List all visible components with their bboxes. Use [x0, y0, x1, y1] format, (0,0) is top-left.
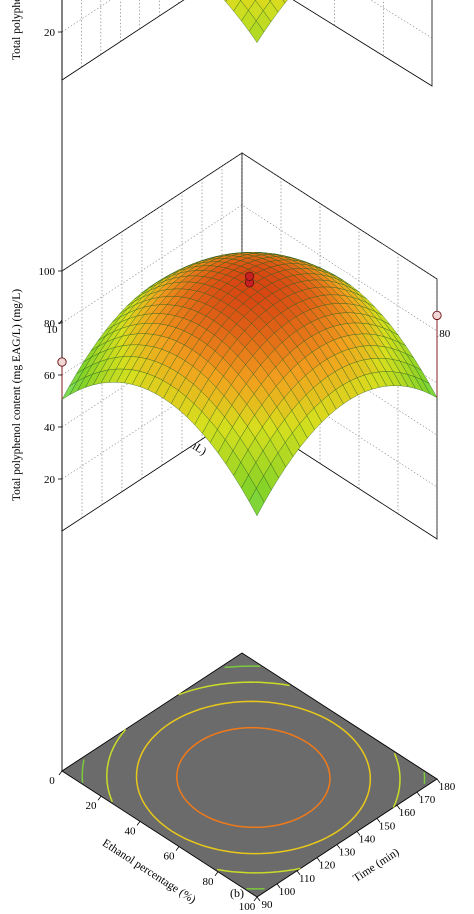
z-axis-title: Total polyphenol content (mg EAG/L) (mg/…: [11, 289, 23, 501]
x-tick: [336, 844, 341, 849]
x-tick-label: 180: [439, 781, 456, 793]
design-points-above: [244, 271, 255, 288]
x-tick-label: 90: [262, 899, 274, 911]
contour-line: [135, 700, 372, 855]
x-tick: [316, 857, 321, 862]
right-back-wall: [292, 0, 433, 87]
x-tick-label: 130: [339, 847, 356, 859]
surface-cell: [249, 487, 265, 517]
panel-b: 2040608010090100110120130140150160170180…: [11, 152, 456, 913]
y-tick: [58, 770, 63, 776]
z-axis-title: Total polyphenol content (mg EAG/L) (mg/…: [11, 0, 23, 60]
contour-line: [176, 726, 331, 829]
x-tick: [296, 870, 301, 876]
design-point: [57, 357, 67, 367]
x-axis-title: Time (min): [351, 846, 401, 885]
z-tick-label: 20: [44, 474, 56, 486]
z-tick-label: 60: [44, 370, 56, 382]
x-tick: [436, 778, 441, 784]
contour-line: [106, 681, 401, 874]
x-tick: [356, 831, 361, 836]
panel-label: (b): [230, 886, 244, 900]
y-tick: [136, 821, 141, 826]
y-tick-label: 80: [203, 876, 215, 888]
y-tick-label: 0: [49, 775, 55, 787]
x-tick: [256, 896, 261, 902]
response-surface: [61, 252, 438, 517]
x-tick-label: 160: [399, 807, 416, 819]
x-tick: [396, 804, 401, 810]
surface-cell: [223, 0, 228, 3]
z-tick-label: 40: [44, 422, 56, 434]
z-tick-label: 80: [44, 318, 56, 330]
x-tick: [276, 883, 281, 889]
z-tick-label: 100: [39, 266, 56, 278]
z-tick-label: 20: [44, 27, 56, 39]
contour-line: [81, 665, 426, 890]
y-tick: [97, 795, 102, 801]
design-point: [244, 271, 255, 281]
x-tick-label: 110: [299, 873, 316, 885]
x-tick: [376, 818, 381, 823]
x-tick-label: 120: [319, 860, 336, 872]
design-point: [432, 310, 442, 321]
y-tick-label: 40: [125, 825, 137, 837]
y-tick-label: 10: [47, 324, 59, 336]
y-tick-label: 20: [86, 800, 98, 812]
y-tick: [214, 871, 219, 877]
x-tick-label: 150: [379, 820, 396, 832]
x-tick: [416, 791, 421, 797]
x-tick-label: 180: [434, 328, 451, 340]
response-surface: [223, 0, 288, 43]
surface-cell: [248, 20, 265, 43]
tick-labels: 2040608010090100110120130140150160170180…: [39, 266, 456, 913]
x-tick-label: 100: [279, 886, 296, 898]
surface-cell: [282, 0, 288, 4]
x-tick-label: 140: [359, 833, 376, 845]
left-back-wall: [61, 0, 185, 81]
y-tick: [175, 846, 180, 851]
y-tick-label: 100: [239, 901, 256, 913]
x-tick-label: 170: [419, 794, 436, 806]
y-tick: [253, 896, 258, 902]
y-tick-label: 60: [164, 851, 176, 863]
